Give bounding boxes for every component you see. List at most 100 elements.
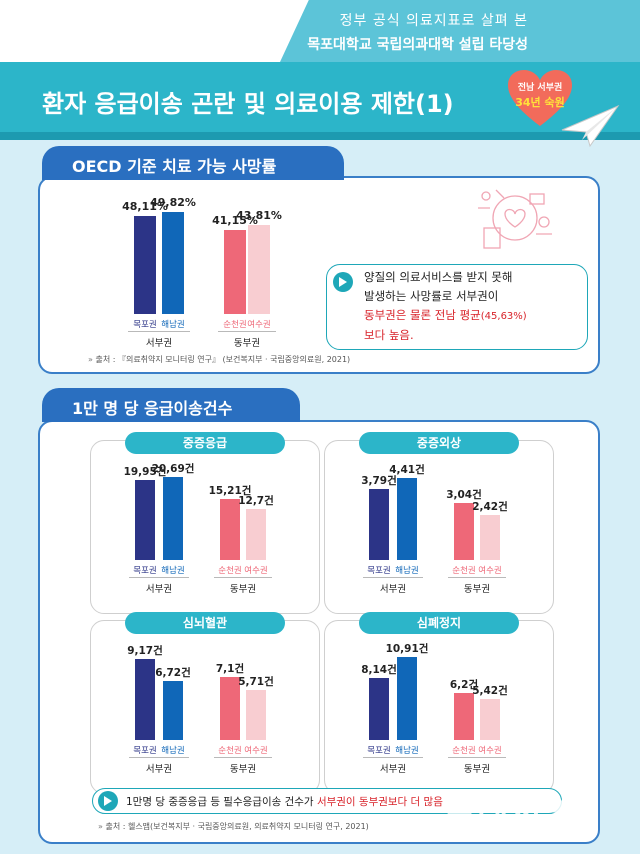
bar-해남권 xyxy=(397,657,417,740)
badge-line1: 전남 서부권 xyxy=(517,83,563,93)
group-label-west: 서부권 xyxy=(379,764,407,775)
data-label: 48,11% xyxy=(122,200,168,213)
bar-해남권 xyxy=(163,477,183,560)
bar-해남권 xyxy=(162,212,184,314)
bar-목포권 xyxy=(135,659,155,740)
data-label: 49,82% xyxy=(150,196,196,209)
sub-chart-title: 심폐정지 xyxy=(359,612,519,634)
category-label: 여수권 xyxy=(247,320,271,330)
group-label-west: 서부권 xyxy=(145,584,173,595)
group-underline xyxy=(214,577,272,578)
category-label: 해남권 xyxy=(395,746,419,756)
bar-목포권 xyxy=(135,480,155,560)
cardiac-arrest-panel xyxy=(324,620,554,794)
category-label: 여수권 xyxy=(244,566,268,576)
bar-해남권 xyxy=(163,681,183,740)
oecd-source-text: 출처 : 『의료취약지 모니터링 연구』 (보건복지부 · 국립중앙의료원, 2… xyxy=(95,355,351,364)
data-label: 10,91건 xyxy=(385,643,429,655)
group-label-east: 동부권 xyxy=(463,764,491,775)
emergency-source-text: 출처 : 헬스맵(보건복지부 · 국립중앙의료원, 의료취약지 모니터링 연구,… xyxy=(105,822,369,831)
emergency-section-tab: 1만 명 당 응급이송건수 xyxy=(42,388,300,422)
bar-목포권 xyxy=(369,489,389,560)
data-label: 9,17건 xyxy=(127,645,163,657)
data-label: 7,1건 xyxy=(215,663,245,675)
category-label: 해남권 xyxy=(395,566,419,576)
data-label: 6,2건 xyxy=(449,679,479,691)
group-underline xyxy=(128,331,190,332)
group-label-east: 동부권 xyxy=(229,764,257,775)
callout-line1: 양질의 의료서비스를 받지 못해 xyxy=(364,270,513,284)
category-label: 목포권 xyxy=(367,746,391,756)
emergency-callout-text-a: 1만명 당 중증응급 등 필수응급이송 건수가 xyxy=(126,796,317,808)
category-label: 순천권 xyxy=(223,320,247,330)
data-label: 3,79건 xyxy=(361,475,397,487)
callout-line2: 발생하는 사망률로 서부권이 xyxy=(364,289,499,303)
callout-line4: 보다 높음. xyxy=(364,328,414,342)
header-banner xyxy=(280,0,640,62)
group-underline xyxy=(218,331,276,332)
category-label: 순천권 xyxy=(452,566,476,576)
category-label: 해남권 xyxy=(161,746,185,756)
bar-목포권 xyxy=(369,678,389,740)
bar-목포권 xyxy=(134,216,156,314)
sub-chart-title: 중증응급 xyxy=(125,432,285,454)
bar-순천권 xyxy=(220,677,240,740)
emergency-callout-text: 1만명 당 중증응급 등 필수응급이송 건수가 서부권이 동부권보다 더 많음 xyxy=(126,794,443,809)
group-underline xyxy=(129,757,189,758)
category-label: 순천권 xyxy=(218,746,242,756)
group-underline xyxy=(448,757,506,758)
data-label: 2,42건 xyxy=(472,501,508,513)
category-label: 순천권 xyxy=(452,746,476,756)
severe-trauma-panel xyxy=(324,440,554,614)
callout-line3-text: 동부권은 물론 전남 평균 xyxy=(364,308,481,322)
group-underline xyxy=(448,577,506,578)
data-label: 5,42건 xyxy=(472,685,508,697)
emergency-source: » 출처 : 헬스맵(보건복지부 · 국립중앙의료원, 의료취약지 모니터링 연… xyxy=(98,821,369,832)
badge-line2: 34년 숙원 xyxy=(515,96,565,109)
sub-chart-title: 중증외상 xyxy=(359,432,519,454)
source-chevron-icon: » xyxy=(98,822,103,831)
bar-해남권 xyxy=(397,478,417,560)
oecd-section-tab: OECD 기준 치료 가능 사망률 xyxy=(42,146,344,180)
group-label-west: 서부권 xyxy=(379,584,407,595)
category-label: 목포권 xyxy=(367,566,391,576)
callout-line3: 동부권은 물론 전남 평균(45,63%) xyxy=(364,306,527,326)
bar-여수권 xyxy=(246,690,266,740)
bar-순천권 xyxy=(220,499,240,560)
bar-여수권 xyxy=(480,515,500,560)
arrow-right-icon xyxy=(333,272,353,292)
category-label: 목포권 xyxy=(133,566,157,576)
bar-순천권 xyxy=(454,693,474,740)
header-title: 목포대학교 국립의과대학 설립 타당성 xyxy=(307,37,528,53)
emergency-callout-text-b: 서부권이 동부권보다 더 많음 xyxy=(316,796,443,808)
group-label-east: 동부권 xyxy=(463,584,491,595)
data-label: 8,14건 xyxy=(361,664,397,676)
group-label-west: 서부권 xyxy=(145,764,173,775)
category-label: 여수권 xyxy=(478,566,502,576)
bar-여수권 xyxy=(246,509,266,560)
page-title: 환자 응급이송 곤란 및 의료이용 제한(1) xyxy=(42,90,454,118)
group-label-east: 동부권 xyxy=(229,584,257,595)
data-label: 5,71건 xyxy=(238,676,274,688)
category-label: 목포권 xyxy=(133,746,157,756)
group-label-east: 동부권 xyxy=(233,338,261,349)
oecd-callout-text: 양질의 의료서비스를 받지 못해 발생하는 사망률로 서부권이 동부권은 물론 … xyxy=(364,268,527,345)
data-label: 4,41건 xyxy=(389,464,425,476)
group-underline xyxy=(129,577,189,578)
paper-plane-icon xyxy=(561,104,620,148)
data-label: 20,69건 xyxy=(151,463,195,475)
bar-여수권 xyxy=(480,699,500,740)
data-label: 15,21건 xyxy=(208,485,252,497)
data-label: 3,04건 xyxy=(446,489,482,501)
data-label: 43,81% xyxy=(236,209,282,222)
category-label: 순천권 xyxy=(218,566,242,576)
category-label: 해남권 xyxy=(161,320,185,330)
medical-illustration-icon xyxy=(478,189,552,249)
source-chevron-icon: » xyxy=(88,355,93,364)
bar-순천권 xyxy=(454,503,474,560)
group-underline xyxy=(214,757,272,758)
category-label: 여수권 xyxy=(244,746,268,756)
heart-badge-icon xyxy=(508,70,572,126)
category-label: 해남권 xyxy=(161,566,185,576)
arrow-right-icon xyxy=(98,791,118,811)
